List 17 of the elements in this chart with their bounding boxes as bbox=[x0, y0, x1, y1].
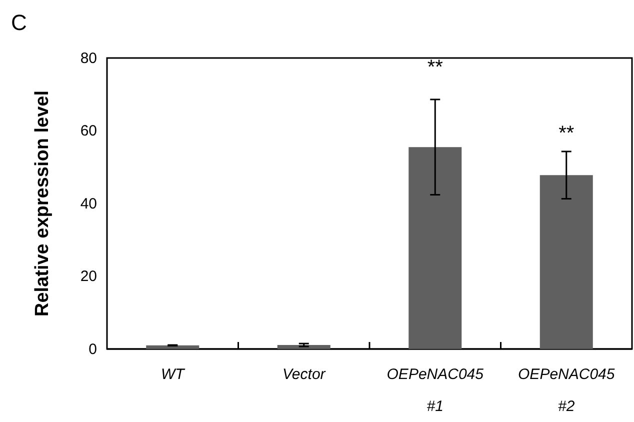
y-tick-label: 80 bbox=[80, 50, 97, 67]
x-tick-label: Vector bbox=[282, 366, 326, 383]
chart-title: C bbox=[11, 10, 27, 35]
y-tick-label: 0 bbox=[88, 340, 97, 358]
annotation: ** bbox=[427, 56, 444, 78]
bar bbox=[277, 345, 330, 349]
y-axis-title: Relative expression level bbox=[32, 90, 53, 317]
bar bbox=[408, 147, 462, 349]
y-tick-label: 60 bbox=[80, 122, 97, 140]
bar bbox=[540, 175, 593, 349]
bar bbox=[146, 345, 200, 349]
x-tick-label: OEPeNAC045 #1 bbox=[386, 366, 484, 415]
x-tick-label: OEPeNAC045 #2 bbox=[518, 366, 616, 415]
y-tick-label: 40 bbox=[80, 195, 97, 212]
annotation: ** bbox=[558, 122, 574, 144]
x-tick-label: WT bbox=[160, 366, 186, 383]
y-tick-label: 20 bbox=[80, 268, 97, 286]
